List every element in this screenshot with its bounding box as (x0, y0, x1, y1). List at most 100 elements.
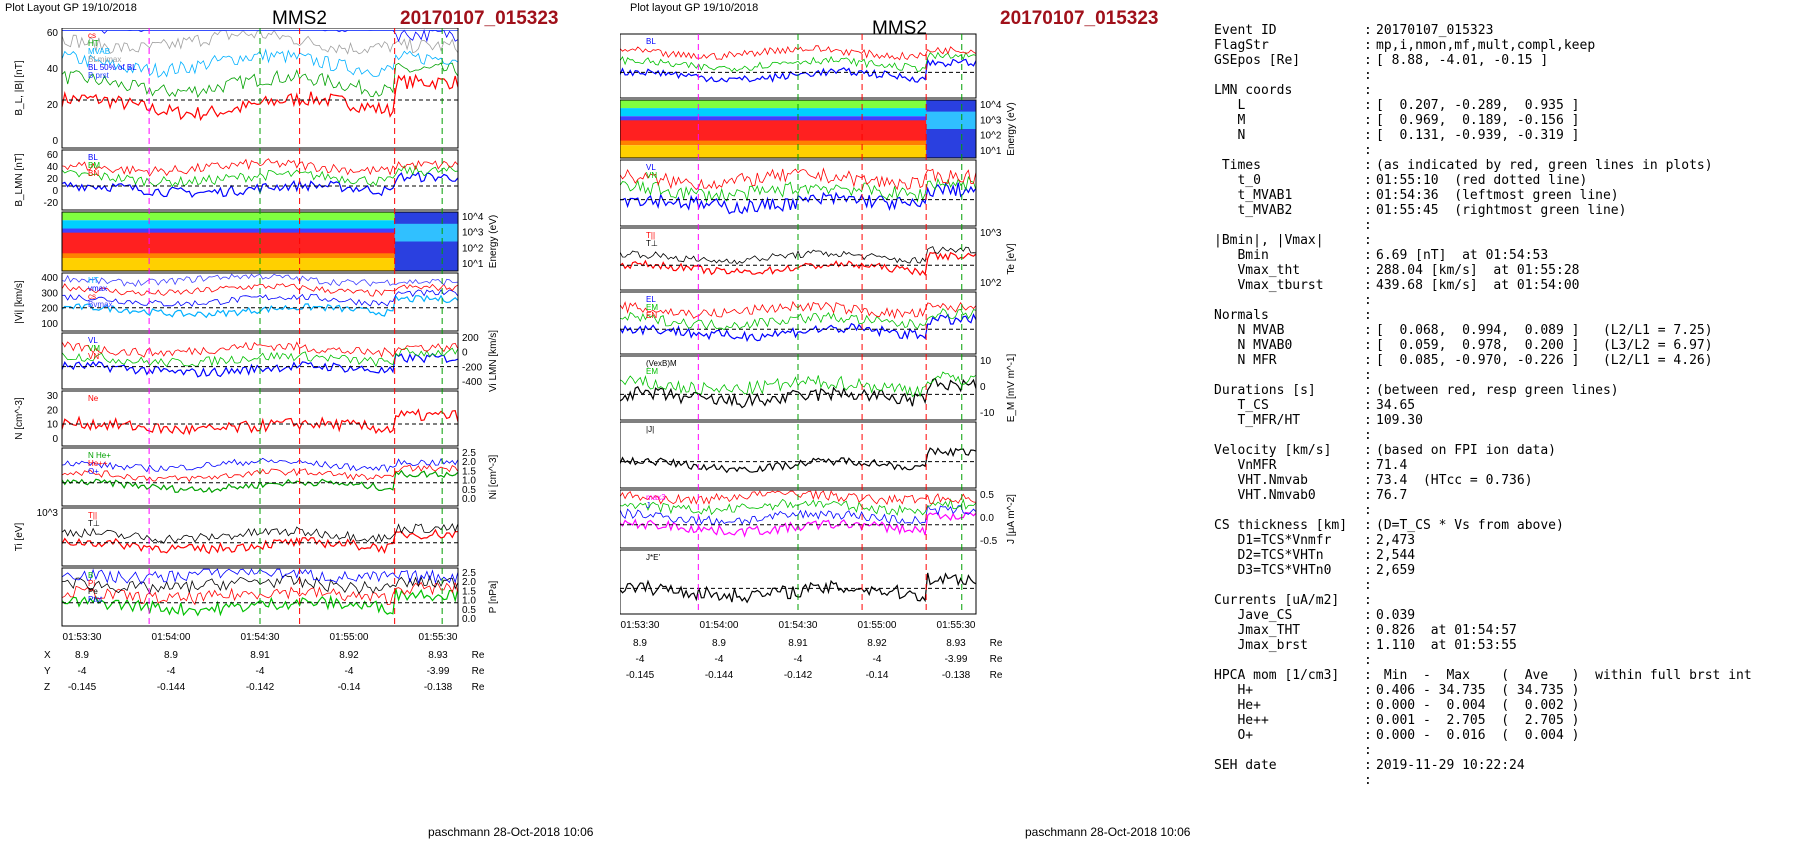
gse-cell: 8.93 (946, 638, 966, 649)
y-tick-label: 0 (462, 348, 468, 359)
spectrogram-band (926, 111, 976, 129)
info-value: 2,473 (1376, 533, 1416, 548)
info-row: : (1214, 143, 1799, 158)
legend-entry: T⊥ (88, 519, 100, 528)
data-trace (61, 273, 459, 288)
y-axis-label: E_M [mV m^-1] (1006, 353, 1017, 422)
y-tick-label: 10^2 (462, 243, 484, 254)
panel-2: 10^4 10^3 10^2 10^1 Energy (eV) (61, 211, 499, 272)
info-row: t_0:01:55:10 (red dotted line) (1214, 173, 1799, 188)
legend-entry: J (646, 501, 650, 510)
legend-entry: T|| (88, 511, 97, 520)
gse-cell: Re (472, 650, 485, 661)
data-trace (61, 158, 459, 177)
info-key: N MVAB (1214, 323, 1285, 338)
y-tick-label: -20 (44, 198, 59, 209)
info-value: [ 0.131, -0.939, -0.319 ] (1376, 128, 1580, 143)
info-row: N: [ 0.131, -0.939, -0.319 ] (1214, 128, 1799, 143)
info-key: D3=TCS*VHTn0 (1214, 563, 1332, 578)
info-row: VHT.Nmvab:73.4 (HTcc = 0.736) (1214, 473, 1799, 488)
info-key: Bmin (1214, 248, 1269, 263)
info-key: SEH date (1214, 758, 1277, 773)
info-value: (based on FPI ion data) (1376, 443, 1557, 458)
info-row: O+:0.000 - 0.016 ( 0.004 ) (1214, 728, 1799, 743)
info-colon: : (1364, 263, 1372, 278)
info-key: Currents [uA/m2] (1214, 593, 1340, 608)
info-value: 73.4 (HTcc = 0.736) (1376, 473, 1533, 488)
legend-entry: HT (88, 276, 99, 285)
legend-entry: He++ (88, 459, 108, 468)
info-value: 1.110 at 01:53:55 (1376, 638, 1517, 653)
y-tick-label: -400 (462, 377, 482, 388)
info-key: N MVAB0 (1214, 338, 1293, 353)
info-row: Currents [uA/m2]: (1214, 593, 1799, 608)
info-row: : (1214, 68, 1799, 83)
info-colon: : (1364, 398, 1372, 413)
info-colon: : (1364, 68, 1372, 83)
y-axis-label: Vi LMN [km/s] (488, 330, 499, 392)
y-tick-label: 10^3 (980, 228, 1002, 239)
y-tick-label: -0.5 (980, 536, 998, 547)
info-key: t_MVAB2 (1214, 203, 1293, 218)
info-row: LMN coords: (1214, 83, 1799, 98)
data-trace (620, 246, 977, 265)
time-tick-label: 01:53:30 (63, 632, 102, 643)
spectrogram-band (620, 116, 927, 123)
info-colon: : (1364, 218, 1372, 233)
info-row: Velocity [km/s]: (based on FPI ion data) (1214, 443, 1799, 458)
info-colon: : (1364, 653, 1372, 668)
gse-row-label: Y (44, 666, 51, 677)
info-colon: : (1364, 23, 1372, 38)
info-key: GSEpos [Re] (1214, 53, 1301, 68)
y-axis-label: Energy (eV) (488, 215, 499, 268)
data-trace (61, 283, 459, 297)
middle-event-title: 20170107_015323 (1000, 8, 1159, 29)
info-row: N MVAB0: [ 0.059, 0.978, 0.200 ] (L3/L2 =… (1214, 338, 1799, 353)
gse-cell: Re (472, 682, 485, 693)
info-row: : (1214, 743, 1799, 758)
info-row: Bmin:6.69 [nT] at 01:54:53 (1214, 248, 1799, 263)
info-row: |Bmin|, |Vmax|: (1214, 233, 1799, 248)
info-row: H+:0.406 - 34.735 ( 34.735 ) (1214, 683, 1799, 698)
legend-entry: VM (88, 344, 100, 353)
info-colon: : (1364, 443, 1372, 458)
info-colon: : (1364, 353, 1372, 368)
info-value: mp,i,nmon,mf,mult,compl,keep (1376, 38, 1596, 53)
info-colon: : (1364, 758, 1372, 773)
info-row: HPCA mom [1/cm3]: Min - Max ( Ave ) with… (1214, 668, 1799, 683)
info-key: FlagStr (1214, 38, 1269, 53)
legend-entry: VL (646, 163, 656, 172)
info-colon: : (1364, 248, 1372, 263)
gse-cell: 8.92 (867, 638, 887, 649)
legend-entry: B (88, 571, 93, 580)
info-colon: : (1364, 278, 1372, 293)
info-colon: : (1364, 548, 1372, 563)
y-tick-label: 10 (980, 356, 992, 367)
info-colon: : (1364, 98, 1372, 113)
gse-cell: -0.142 (246, 682, 275, 693)
legend-entry: B prst (88, 71, 110, 80)
info-key: H+ (1214, 683, 1254, 698)
gse-cell: -0.145 (626, 670, 655, 681)
legend-entry: O+ (88, 467, 99, 476)
time-tick-label: 01:55:30 (937, 620, 976, 631)
gse-cell: Re (990, 670, 1003, 681)
info-row: SEH date:2019-11-29 10:22:24 (1214, 758, 1799, 773)
info-row: : (1214, 503, 1799, 518)
info-colon: : (1364, 158, 1372, 173)
spectrogram-band (62, 258, 395, 271)
info-row: : (1214, 428, 1799, 443)
info-row: : (1214, 578, 1799, 593)
info-colon: : (1364, 563, 1372, 578)
gse-cell: -0.145 (68, 682, 97, 693)
info-row: L: [ 0.207, -0.289, 0.935 ] (1214, 98, 1799, 113)
y-tick-label: 20 (47, 100, 59, 111)
y-axis-label: B_LMN [nT] (14, 153, 25, 207)
info-colon: : (1364, 608, 1372, 623)
info-row: VnMFR:71.4 (1214, 458, 1799, 473)
info-key: Jmax_brst (1214, 638, 1308, 653)
info-key: D2=TCS*VHTn (1214, 548, 1324, 563)
info-row: Jmax_THT:0.826 at 01:54:57 (1214, 623, 1799, 638)
